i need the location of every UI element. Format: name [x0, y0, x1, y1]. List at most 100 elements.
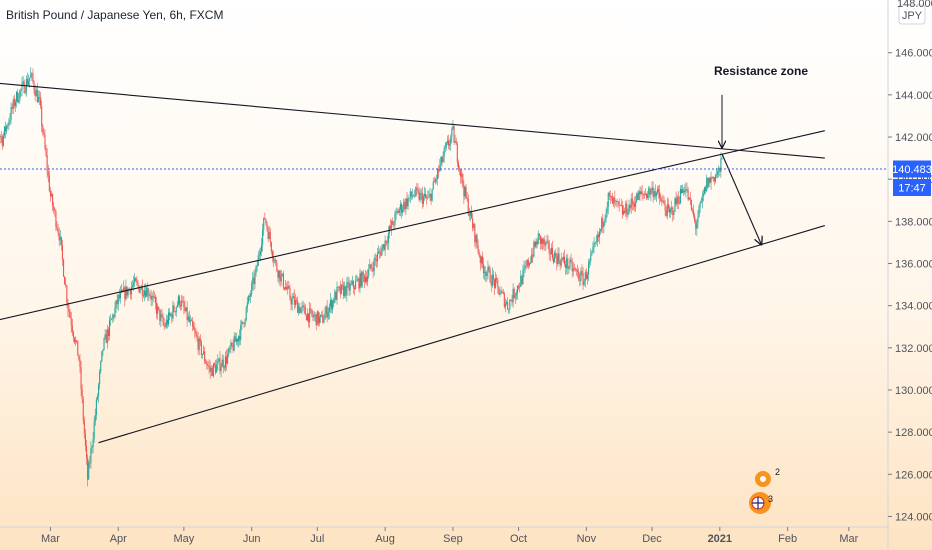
candle	[670, 206, 672, 219]
candle	[463, 180, 465, 204]
candle	[110, 314, 112, 326]
lower-channel-line[interactable]	[98, 225, 825, 444]
currency-badge[interactable]: JPY	[898, 4, 926, 25]
candle	[581, 264, 583, 277]
candle	[378, 245, 380, 255]
candle	[479, 254, 481, 271]
candle	[324, 306, 326, 320]
annotation-label: Resistance zone	[714, 64, 808, 78]
candle	[119, 285, 121, 304]
candle	[493, 278, 496, 295]
candle	[341, 278, 344, 291]
candle	[596, 230, 598, 247]
candle	[570, 253, 572, 263]
candle	[287, 280, 289, 295]
candle	[131, 280, 134, 291]
event-badge-second[interactable]: 3	[749, 492, 773, 514]
candle	[653, 188, 655, 201]
candle	[276, 259, 278, 273]
candle	[699, 200, 701, 214]
candle	[575, 268, 578, 276]
candle	[380, 246, 382, 258]
candle	[300, 307, 302, 314]
candle	[603, 221, 605, 234]
upper-channel-line[interactable]	[0, 82, 825, 159]
candle	[184, 300, 186, 314]
candle	[259, 247, 261, 262]
candle	[516, 285, 519, 300]
candle	[34, 84, 36, 102]
candle	[107, 326, 109, 342]
candle	[371, 262, 373, 272]
candle	[498, 286, 500, 296]
candle	[60, 236, 62, 251]
candle	[490, 275, 492, 292]
candle	[640, 186, 642, 196]
candle	[258, 248, 260, 260]
candle	[241, 319, 243, 331]
candle	[47, 164, 49, 183]
time-tick-label: May	[173, 533, 194, 545]
candle	[566, 254, 568, 274]
price-axis[interactable]: 124.000 126.000 128.000 130.000 132.000 134.0…	[887, 0, 932, 550]
candle	[169, 308, 171, 321]
candle	[328, 303, 330, 320]
candle	[590, 248, 592, 266]
candle	[220, 362, 222, 378]
candle	[382, 243, 384, 252]
candle	[163, 317, 165, 330]
candle	[178, 294, 181, 309]
candle	[402, 205, 404, 216]
candle	[101, 351, 103, 363]
candle	[572, 261, 574, 277]
candle	[0, 131, 2, 144]
candle	[115, 299, 117, 313]
candle	[527, 257, 529, 270]
candle	[450, 134, 452, 151]
candle	[225, 349, 228, 371]
candle	[443, 145, 445, 163]
candle	[430, 193, 432, 205]
candle	[139, 286, 141, 294]
candle	[340, 284, 342, 295]
candle	[213, 362, 216, 368]
candle	[483, 257, 485, 279]
candle	[111, 317, 113, 320]
candle	[608, 191, 610, 200]
candle	[601, 216, 603, 233]
candle	[198, 336, 200, 356]
candle	[684, 184, 686, 195]
candle	[697, 210, 699, 229]
candle	[100, 360, 102, 374]
candle	[117, 294, 119, 311]
middle-channel-line[interactable]	[0, 130, 825, 323]
candle	[359, 268, 361, 293]
candle	[685, 182, 687, 198]
candle	[152, 289, 154, 303]
candle	[567, 253, 569, 275]
candle	[11, 103, 13, 114]
candle	[530, 256, 532, 264]
candle	[439, 158, 441, 173]
candle	[531, 248, 533, 264]
candle	[662, 194, 664, 203]
candle	[661, 196, 663, 207]
candle	[588, 258, 590, 282]
event-badges[interactable]: 2 3	[749, 467, 780, 514]
time-tick-label: Oct	[510, 533, 527, 545]
candle	[449, 139, 451, 151]
candle	[203, 345, 205, 355]
event-badge-first[interactable]: 2	[755, 467, 780, 487]
candle	[85, 439, 88, 466]
candle	[658, 185, 660, 199]
time-axis[interactable]: Mar Apr May Jun Jul Aug Sep Oct Nov Dec 2021 Feb Mar	[0, 526, 888, 545]
candle	[285, 279, 287, 291]
candle	[600, 228, 602, 235]
candle	[675, 191, 677, 207]
candle	[70, 311, 72, 333]
candle	[431, 188, 433, 202]
candle	[207, 361, 209, 370]
